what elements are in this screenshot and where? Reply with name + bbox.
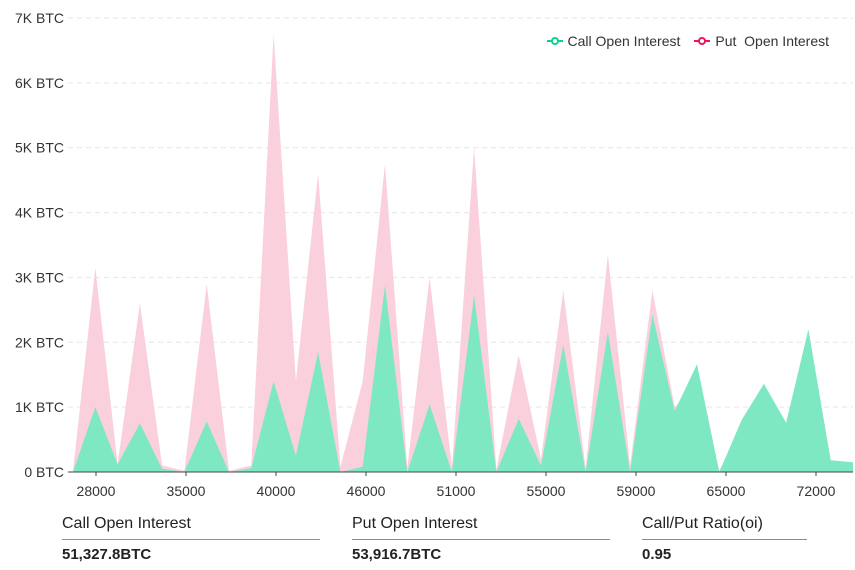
x-tick-label: 59000 (617, 483, 656, 499)
open-interest-chart: 0 BTC 1K BTC 2K BTC 3K BTC 4K BTC 5K BTC 6K BT… (15, 10, 853, 499)
ratio-label: Call/Put Ratio(oi) (642, 515, 807, 540)
chart-svg: 0 BTC 1K BTC 2K BTC 3K BTC 4K BTC 5K BTC 6K BT… (15, 10, 853, 499)
call-oi-label: Call Open Interest (62, 515, 320, 540)
call-oi-value: 51,327.8BTC (62, 546, 152, 563)
summary-stats: Call Open Interest 51,327.8BTC Put Open … (62, 515, 855, 563)
x-tick-label: 51000 (437, 483, 476, 499)
put-series-marker-icon (694, 36, 711, 46)
x-tick-label: 28000 (77, 483, 116, 499)
x-tick-label: 72000 (797, 483, 836, 499)
y-tick-label: 7K BTC (15, 10, 64, 26)
legend-item-call[interactable]: Call Open Interest (546, 33, 681, 49)
ratio-value: 0.95 (642, 546, 672, 563)
y-tick-label: 6K BTC (15, 75, 64, 91)
y-tick-label: 4K BTC (15, 205, 64, 221)
legend-put-label: Put Open Interest (715, 33, 829, 49)
x-tick-label: 40000 (257, 483, 296, 499)
call-oi-stat: Call Open Interest 51,327.8BTC (62, 515, 352, 563)
call-series-marker-icon (546, 36, 563, 46)
x-tick-label: 46000 (347, 483, 386, 499)
ratio-stat: Call/Put Ratio(oi) 0.95 (642, 515, 812, 563)
x-tick-label: 35000 (167, 483, 206, 499)
chart-legend: Call Open Interest Put Open Interest (546, 33, 829, 49)
x-tick-label: 65000 (707, 483, 746, 499)
y-tick-label: 5K BTC (15, 140, 64, 156)
y-tick-label: 1K BTC (15, 399, 64, 415)
y-tick-label: 0 BTC (24, 464, 64, 480)
put-oi-stat: Put Open Interest 53,916.7BTC (352, 515, 642, 563)
series-area (73, 285, 853, 472)
y-tick-label: 3K BTC (15, 269, 64, 285)
put-oi-label: Put Open Interest (352, 515, 610, 540)
put-oi-value: 53,916.7BTC (352, 546, 442, 563)
legend-call-label: Call Open Interest (567, 33, 681, 49)
legend-item-put[interactable]: Put Open Interest (694, 33, 829, 49)
x-tick-label: 55000 (527, 483, 566, 499)
y-tick-label: 2K BTC (15, 334, 64, 350)
